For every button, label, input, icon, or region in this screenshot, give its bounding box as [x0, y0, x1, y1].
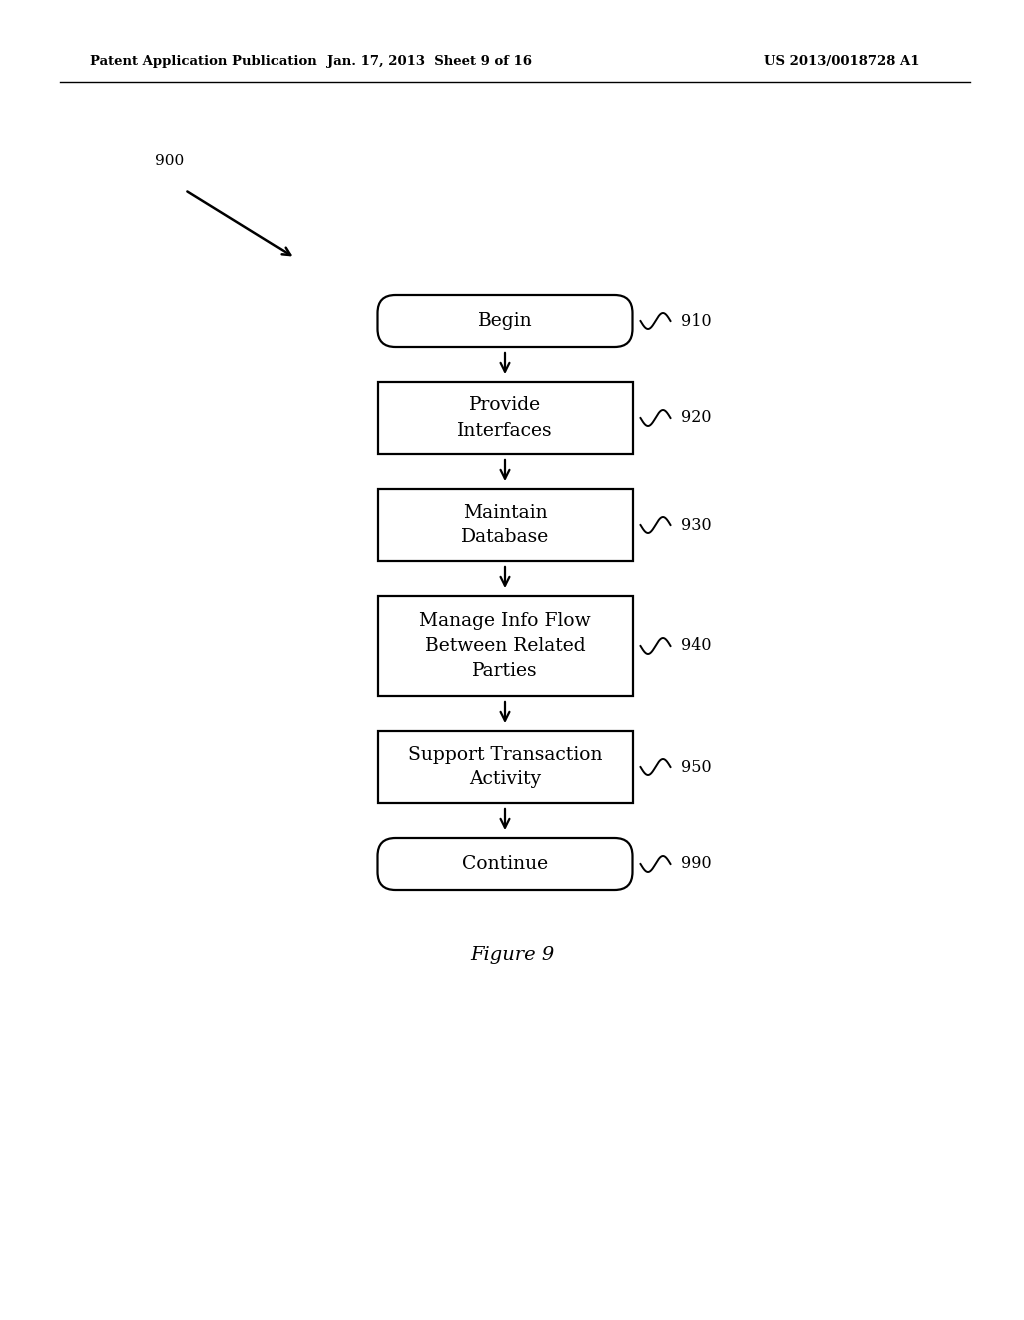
- Text: Patent Application Publication: Patent Application Publication: [90, 55, 316, 69]
- Bar: [378, 381, 633, 454]
- Text: 900: 900: [155, 154, 184, 168]
- Bar: [378, 731, 633, 803]
- Text: Figure 9: Figure 9: [470, 946, 554, 964]
- Text: Maintain
Database: Maintain Database: [461, 503, 549, 546]
- Text: 990: 990: [681, 855, 711, 873]
- Text: 930: 930: [681, 516, 711, 533]
- Text: Jan. 17, 2013  Sheet 9 of 16: Jan. 17, 2013 Sheet 9 of 16: [328, 55, 532, 69]
- Text: Begin: Begin: [477, 312, 532, 330]
- FancyBboxPatch shape: [378, 294, 633, 347]
- Text: Continue: Continue: [462, 855, 548, 873]
- Text: Manage Info Flow
Between Related
Parties: Manage Info Flow Between Related Parties: [419, 612, 591, 680]
- Text: Provide
Interfaces: Provide Interfaces: [457, 396, 553, 440]
- Text: Support Transaction
Activity: Support Transaction Activity: [408, 746, 602, 788]
- Text: 910: 910: [681, 313, 711, 330]
- Text: 940: 940: [681, 638, 711, 655]
- Text: US 2013/0018728 A1: US 2013/0018728 A1: [765, 55, 920, 69]
- FancyBboxPatch shape: [378, 838, 633, 890]
- Text: 950: 950: [681, 759, 711, 776]
- Text: 920: 920: [681, 409, 711, 426]
- Bar: [378, 488, 633, 561]
- Bar: [378, 597, 633, 696]
